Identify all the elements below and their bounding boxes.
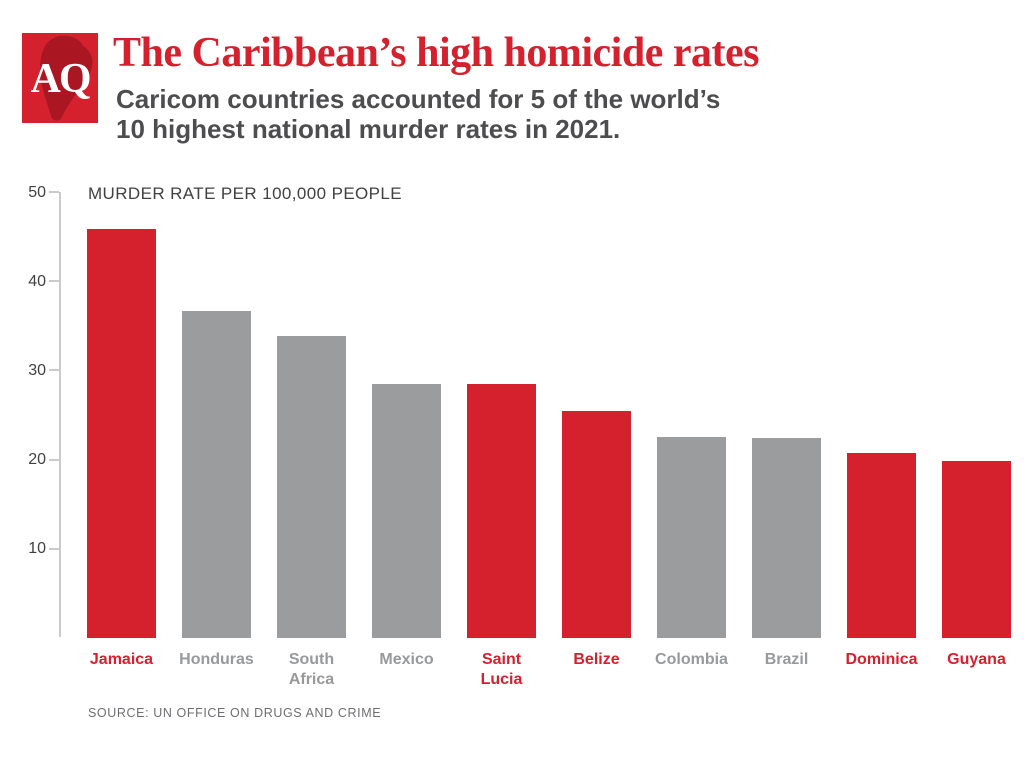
bar-label-belize: Belize	[573, 651, 620, 668]
bar-label-mexico: Mexico	[379, 651, 434, 668]
y-tick-label-50: 50	[28, 183, 46, 201]
bar-label-brazil: Brazil	[764, 651, 809, 668]
y-axis-title: MURDER RATE PER 100,000 PEOPLE	[88, 184, 403, 203]
bar-mexico	[372, 383, 441, 638]
y-tick-40	[49, 280, 59, 283]
bar-column-mexico: Mexico	[372, 192, 441, 668]
bar-column-jamaica: Jamaica	[87, 192, 156, 668]
bar-column-honduras: Honduras	[179, 192, 254, 668]
page-title: The Caribbean’s high homicide rates	[113, 30, 759, 76]
logo-text: AQ	[31, 56, 90, 102]
bar-plot: Jamaica Honduras South Africa Mexico Saint L…	[87, 192, 1011, 688]
y-tick-label-10: 10	[28, 540, 46, 558]
bar-label-guyana: Guyana	[947, 651, 1006, 668]
bar-label-jamaica: Jamaica	[89, 651, 154, 668]
y-tick-10	[49, 547, 59, 550]
bar-guyana	[942, 461, 1011, 638]
y-tick-30	[49, 369, 59, 372]
bar-brazil	[752, 438, 821, 638]
bar-dominica	[847, 453, 916, 638]
bar-south-africa	[277, 335, 346, 638]
bar-column-brazil: Brazil	[752, 192, 821, 668]
y-tick-50	[49, 191, 59, 193]
bar-jamaica	[87, 228, 156, 638]
aq-logo-graphic: AQ	[22, 33, 98, 123]
subtitle-line-2: 10 highest national murder rates in 2021…	[116, 114, 621, 144]
bar-label-south-africa: South Africa	[288, 651, 335, 688]
subtitle-line-1: Caricom countries accounted for 5 of the…	[116, 84, 721, 114]
bar-column-belize: Belize	[562, 192, 631, 668]
y-tick-20	[49, 458, 59, 461]
south-america-map-icon	[40, 35, 93, 121]
bar-column-south-africa: South Africa	[277, 192, 346, 688]
bar-belize	[562, 410, 631, 638]
bar-column-dominica: Dominica	[845, 192, 918, 668]
bar-label-colombia: Colombia	[655, 651, 728, 668]
y-axis-line	[59, 192, 61, 637]
y-tick-label-20: 20	[28, 451, 46, 469]
y-axis-ticks: 10 20 30 40 50	[0, 184, 90, 638]
bar-label-honduras: Honduras	[179, 651, 254, 668]
bar-label-dominica: Dominica	[845, 651, 918, 668]
source-note: SOURCE: UN OFFICE ON DRUGS AND CRIME	[88, 706, 382, 720]
y-tick-label-30: 30	[28, 361, 46, 379]
y-tick-label-40: 40	[28, 272, 46, 290]
bar-label-saint-lucia: Saint Lucia	[480, 651, 523, 688]
page-subtitle: Caricom countries accounted for 5 of the…	[116, 84, 720, 144]
aq-logo: AQ	[22, 33, 98, 123]
bar-colombia	[657, 437, 726, 638]
bar-column-saint-lucia: Saint Lucia	[467, 192, 536, 688]
bar-honduras	[182, 310, 251, 638]
bar-column-guyana: Guyana	[942, 192, 1011, 668]
bar-column-colombia: Colombia	[655, 192, 728, 668]
bar-saint-lucia	[467, 383, 536, 638]
